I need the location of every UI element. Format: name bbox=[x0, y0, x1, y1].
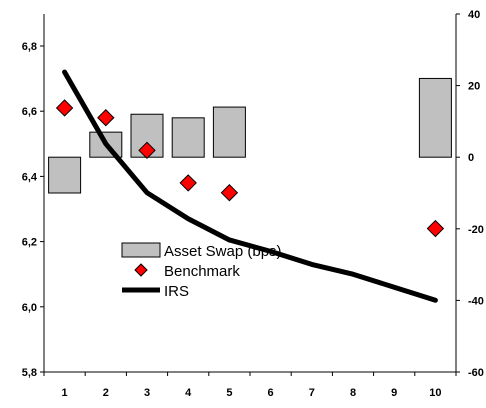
legend-swatch-asset-swap bbox=[121, 242, 161, 258]
asset-swap-bar bbox=[171, 117, 205, 158]
x-axis-tick-label: 5 bbox=[226, 387, 232, 399]
x-axis-tick-label: 2 bbox=[103, 387, 109, 399]
left-axis-tick-label: 5,8 bbox=[22, 367, 37, 379]
benchmark-marker bbox=[138, 141, 156, 160]
x-axis-tick-label: 9 bbox=[391, 387, 397, 399]
right-axis-tick-label: -60 bbox=[468, 367, 484, 379]
left-axis-tick-label: 6,8 bbox=[22, 41, 37, 53]
x-axis-tick-label: 1 bbox=[62, 387, 68, 399]
x-axis-tick-label: 4 bbox=[185, 387, 192, 399]
x-axis-tick-label: 7 bbox=[309, 387, 315, 399]
left-axis-tick-label: 6,0 bbox=[22, 302, 37, 314]
x-axis-tick-label: 3 bbox=[144, 387, 150, 399]
x-axis-tick-label: 8 bbox=[350, 387, 356, 399]
asset-swap-bar bbox=[212, 106, 246, 158]
right-axis-tick-label: 0 bbox=[468, 152, 474, 164]
legend-swatch-benchmark bbox=[134, 263, 148, 277]
benchmark-marker bbox=[426, 219, 445, 238]
left-axis-tick-label: 6,2 bbox=[22, 237, 37, 249]
x-axis-tick-label: 10 bbox=[429, 387, 441, 399]
benchmark-marker bbox=[97, 109, 115, 127]
right-axis-tick-label: 20 bbox=[468, 81, 480, 93]
benchmark-marker bbox=[55, 99, 74, 117]
legend-label-benchmark: Benchmark bbox=[164, 263, 240, 280]
x-axis-tick-label: 6 bbox=[268, 387, 274, 399]
left-axis-tick-label: 6,6 bbox=[22, 106, 37, 118]
right-axis-tick-label: 40 bbox=[468, 9, 480, 21]
legend-label-asset-swap: Asset Swap (bps) bbox=[164, 243, 282, 260]
irs-line bbox=[62, 69, 438, 303]
right-axis-tick-label: -20 bbox=[468, 224, 484, 236]
asset-swap-bar bbox=[48, 156, 82, 194]
right-axis-tick-label: -40 bbox=[468, 295, 484, 307]
legend-label-irs: IRS bbox=[164, 283, 189, 300]
benchmark-marker bbox=[179, 174, 197, 192]
benchmark-marker bbox=[220, 183, 239, 202]
left-axis-tick-label: 6,4 bbox=[22, 171, 38, 183]
asset-swap-bar bbox=[418, 77, 452, 158]
